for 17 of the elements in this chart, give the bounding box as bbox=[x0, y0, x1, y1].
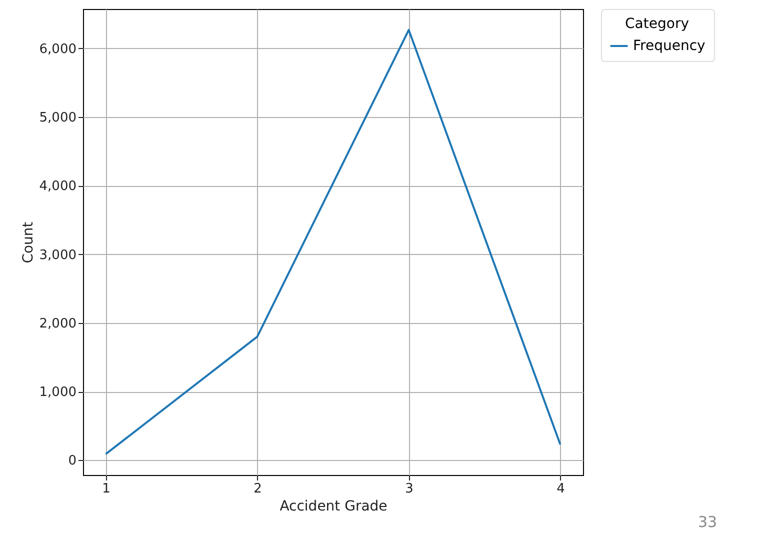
y-tick-label: 4,000 bbox=[39, 179, 76, 194]
x-tick-label: 4 bbox=[556, 482, 565, 496]
y-tick-label: 0 bbox=[68, 454, 76, 469]
y-axis-title: Count bbox=[20, 221, 36, 264]
x-axis-title: Accident Grade bbox=[280, 498, 388, 514]
text: 33 bbox=[698, 513, 718, 531]
y-tick-label: 6,000 bbox=[39, 42, 76, 57]
x-tick-label: 3 bbox=[405, 482, 414, 496]
x-tick-label: 2 bbox=[254, 482, 262, 496]
line-series bbox=[104, 28, 562, 456]
y-tick-label: 5,000 bbox=[39, 110, 76, 126]
y-tick-label: 3,000 bbox=[39, 248, 76, 263]
y-tick-label: 1,000 bbox=[39, 385, 76, 400]
y-tick-label: 2,000 bbox=[39, 316, 76, 332]
legend-title: Category bbox=[625, 16, 689, 32]
legend-label: Frequency bbox=[633, 38, 706, 54]
x-tick-label: 1 bbox=[102, 482, 110, 496]
